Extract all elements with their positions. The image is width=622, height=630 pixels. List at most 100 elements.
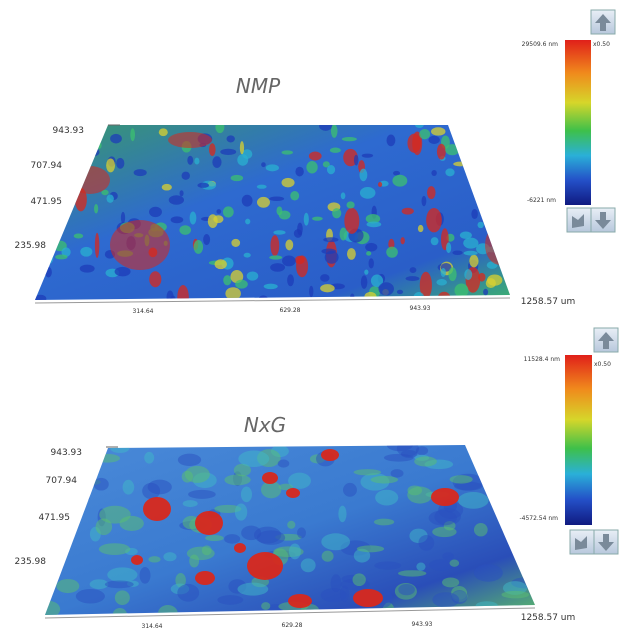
texture-blob [215,121,224,133]
texture-blob [171,216,184,223]
texture-blob [235,503,247,520]
texture-blob [93,478,108,491]
texture-blob [148,556,160,562]
texture-blob [70,166,110,194]
texture-blob [344,208,359,234]
texture-blob [80,458,102,471]
texture-blob [282,255,296,266]
texture-blob [354,469,381,475]
texture-blob [36,227,42,234]
texture-blob [216,209,221,214]
texture-blob [194,158,199,165]
texture-blob [468,123,477,127]
texture-blob [264,284,278,289]
texture-blob [309,152,322,161]
colorbar-min: -4572.54 nm [519,515,558,522]
colorbar-min: -6221 nm [527,197,556,204]
texture-blob [130,128,135,141]
y-label: 943.93 [53,126,85,136]
panel-title: NxG [244,413,286,437]
texture-blob [50,146,55,151]
texture-blob [321,248,336,254]
texture-blob [469,255,478,268]
screenshot: NMP 943.93 707.94 471.95 235.98 314.64 6… [0,0,622,630]
texture-blob [374,519,394,526]
texture-blob [289,544,301,560]
panel-nmp: NMP 943.93 707.94 471.95 235.98 314.64 6… [15,10,616,315]
texture-blob [217,595,243,605]
texture-blob [168,132,212,148]
texture-blob [371,476,398,484]
texture-blob [338,506,346,523]
colorbar-scale: x0.50 [594,361,611,368]
texture-blob [392,175,407,187]
colorbar-max: 11528.4 nm [524,356,561,363]
texture-blob [448,267,456,281]
texture-blob [431,127,445,135]
texture-blob [483,289,488,296]
scale-up-button[interactable] [594,328,618,352]
texture-blob [242,195,253,207]
texture-blob [195,511,223,535]
texture-blob [121,212,125,224]
texture-blob [278,460,290,468]
texture-blob [105,580,134,588]
texture-blob [142,483,160,499]
texture-blob [341,192,346,199]
texture-blob [194,240,204,254]
texture-blob [429,510,457,525]
texture-blob [208,214,218,228]
texture-blob [34,123,39,129]
texture-blob [488,464,496,473]
texture-blob [47,134,51,144]
texture-blob [44,152,57,158]
texture-blob [295,167,303,177]
texture-blob [205,535,224,541]
texture-blob [364,269,368,274]
texture-blob [195,571,215,585]
texture-blob [97,142,102,149]
texture-blob [309,286,313,297]
texture-blob [106,159,115,173]
texture-blob [460,232,472,239]
texture-blob [369,258,374,268]
texture-blob [465,161,469,174]
texture-blob [35,601,60,618]
texture-blob [398,584,415,595]
texture-blob [297,223,303,236]
texture-blob [354,155,358,166]
texture-blob [279,210,291,219]
texture-blob [391,469,404,477]
texture-blob [95,454,120,463]
texture-blob [431,488,459,506]
colorbar [565,355,592,525]
texture-blob [185,466,210,483]
texture-blob [287,521,295,529]
texture-blob [231,175,243,181]
texture-blob [306,161,317,173]
texture-blob [441,268,446,277]
texture-blob [80,247,92,257]
texture-blob [197,183,209,188]
texture-blob [486,278,496,288]
texture-blob [367,221,382,227]
view-buttons[interactable] [567,208,615,232]
y-label: 471.95 [31,197,63,207]
texture-blob [237,154,248,166]
texture-blob [115,267,131,276]
texture-blob [445,168,454,176]
scale-up-button[interactable] [591,10,615,34]
texture-blob [387,135,396,147]
texture-blob [437,144,446,160]
texture-blob [180,190,184,196]
view-buttons[interactable] [570,530,618,554]
texture-blob [209,143,216,156]
texture-blob [458,139,462,152]
texture-blob [340,228,348,241]
texture-blob [432,527,456,537]
texture-blob [244,253,251,258]
x-label: 314.64 [142,623,163,630]
x-label: 314.64 [133,308,154,315]
texture-blob [290,191,299,201]
texture-blob [110,444,129,453]
